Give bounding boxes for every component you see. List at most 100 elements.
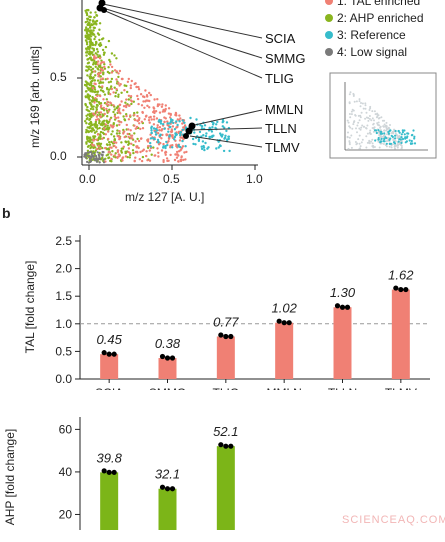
scatter-xtick-0.5: 0.5 (163, 172, 180, 186)
scatter-point-tal (171, 125, 175, 128)
bar-chart-ahp-replicate-dot (223, 443, 229, 449)
inset-point (382, 125, 385, 128)
scatter-point-ahp (91, 47, 94, 50)
scatter-point-reference (197, 139, 201, 143)
inset-point (368, 109, 371, 111)
scatter-point-ahp (96, 53, 99, 56)
inset-point (350, 146, 353, 149)
inset-point (365, 135, 368, 138)
inset-point (373, 110, 376, 113)
scatter-point-tal (99, 78, 102, 81)
scatter-point-tal (135, 150, 139, 153)
scatter-point-ahp (128, 142, 131, 145)
scatter-point-tal (134, 156, 137, 159)
scatter-point-tal (169, 113, 172, 117)
scatter-point-ahp (130, 102, 133, 106)
scatter-point-reference (208, 126, 211, 130)
callout-line-tlln (189, 127, 263, 131)
scatter-plot (77, 0, 437, 170)
scatter-point-tal (129, 99, 133, 102)
scatter-point-ahp (94, 123, 98, 126)
scatter-point-tal (123, 135, 126, 139)
legend-item-ahp: 2: AHP enriched (325, 11, 424, 25)
scatter-point-tal (107, 137, 110, 141)
scatter-point-ahp (90, 68, 93, 72)
bar-chart-ahp-replicate-dot (228, 443, 234, 449)
scatter-point-tal (179, 136, 182, 139)
scatter-point-tal (105, 102, 108, 106)
inset-point (379, 136, 382, 139)
scatter-point-tal (141, 127, 145, 130)
scatter-point-ahp (86, 149, 90, 152)
scatter-point-ahp (117, 95, 120, 99)
scatter-point-ahp (89, 19, 92, 22)
scatter-point-reference (194, 143, 197, 146)
scatter-point-tal (154, 110, 158, 113)
scatter-point-ahp (91, 20, 95, 23)
inset-point (373, 146, 376, 148)
scatter-point-ahp (86, 117, 89, 120)
callout-line-scia (102, 3, 263, 39)
inset-point (377, 117, 380, 120)
scatter-point-tal (99, 94, 102, 98)
scatter-point-tal (117, 116, 120, 119)
scatter-point-ahp (92, 29, 95, 32)
scatter-point-ahp (88, 94, 92, 98)
bar-chart-tal-bar (158, 358, 177, 379)
inset-point-reference (400, 141, 403, 144)
scatter-point-ahp (110, 85, 113, 88)
scatter-point-tal (96, 133, 100, 136)
bar-chart-tal-replicate-dot (223, 333, 229, 340)
scatter-point-tal (144, 89, 147, 92)
inset-point (390, 132, 393, 134)
scatter-point-ahp (97, 111, 101, 114)
scatter-point-ahp (105, 154, 108, 157)
inset-point-reference (373, 129, 377, 132)
scatter-point-tal (96, 72, 100, 76)
inset-point-reference (399, 138, 402, 141)
scatter-point-reference (181, 139, 184, 143)
scatter-point-tal (139, 150, 142, 154)
scatter-point-ahp (103, 62, 106, 66)
scatter-point-tal (182, 126, 185, 129)
scatter-point-low-signal (94, 157, 98, 160)
inset-point-reference (401, 137, 405, 141)
inset-point (400, 144, 403, 147)
scatter-point-ahp (106, 126, 109, 130)
scatter-point-ahp (88, 56, 92, 60)
scatter-point-tal (184, 158, 187, 161)
scatter-point-tal (107, 130, 110, 133)
scatter-point-ahp (99, 42, 102, 45)
scatter-point-tal (160, 129, 163, 132)
inset-point-reference (380, 140, 383, 143)
inset-point (348, 93, 351, 96)
inset-point (351, 108, 354, 111)
inset-point-reference (401, 131, 404, 134)
scatter-point-ahp (152, 146, 155, 149)
scatter-point-ahp (106, 115, 109, 118)
inset-point (388, 145, 391, 148)
scatter-point-tal (119, 112, 122, 115)
bar-chart-ahp-bar (100, 472, 119, 530)
scatter-point-reference (179, 134, 182, 137)
scatter-point-reference (202, 144, 205, 148)
scatter-point-tal (99, 71, 102, 75)
scatter-point-ahp (89, 30, 92, 34)
scatter-point-ahp (114, 152, 117, 155)
scatter-point-tal (102, 106, 106, 110)
scatter-point-tal (126, 80, 130, 84)
scatter-point-ahp (92, 84, 95, 88)
scatter-point-ahp (150, 153, 153, 156)
scatter-point-tal (174, 153, 177, 156)
watermark: SCIENCEAQ.COM (342, 514, 445, 526)
scatter-point-reference (228, 149, 231, 153)
bar-chart-tal-replicate-dot (169, 355, 176, 361)
inset-point-reference (397, 130, 400, 133)
scatter-point-ahp (98, 28, 101, 31)
scatter-point-tal (135, 85, 138, 89)
inset-point-reference (390, 134, 393, 137)
scatter-point-ahp (114, 91, 118, 95)
scatter-point-tal (136, 97, 140, 101)
scatter-point-ahp (120, 141, 123, 144)
scatter-point-tal (110, 146, 113, 149)
